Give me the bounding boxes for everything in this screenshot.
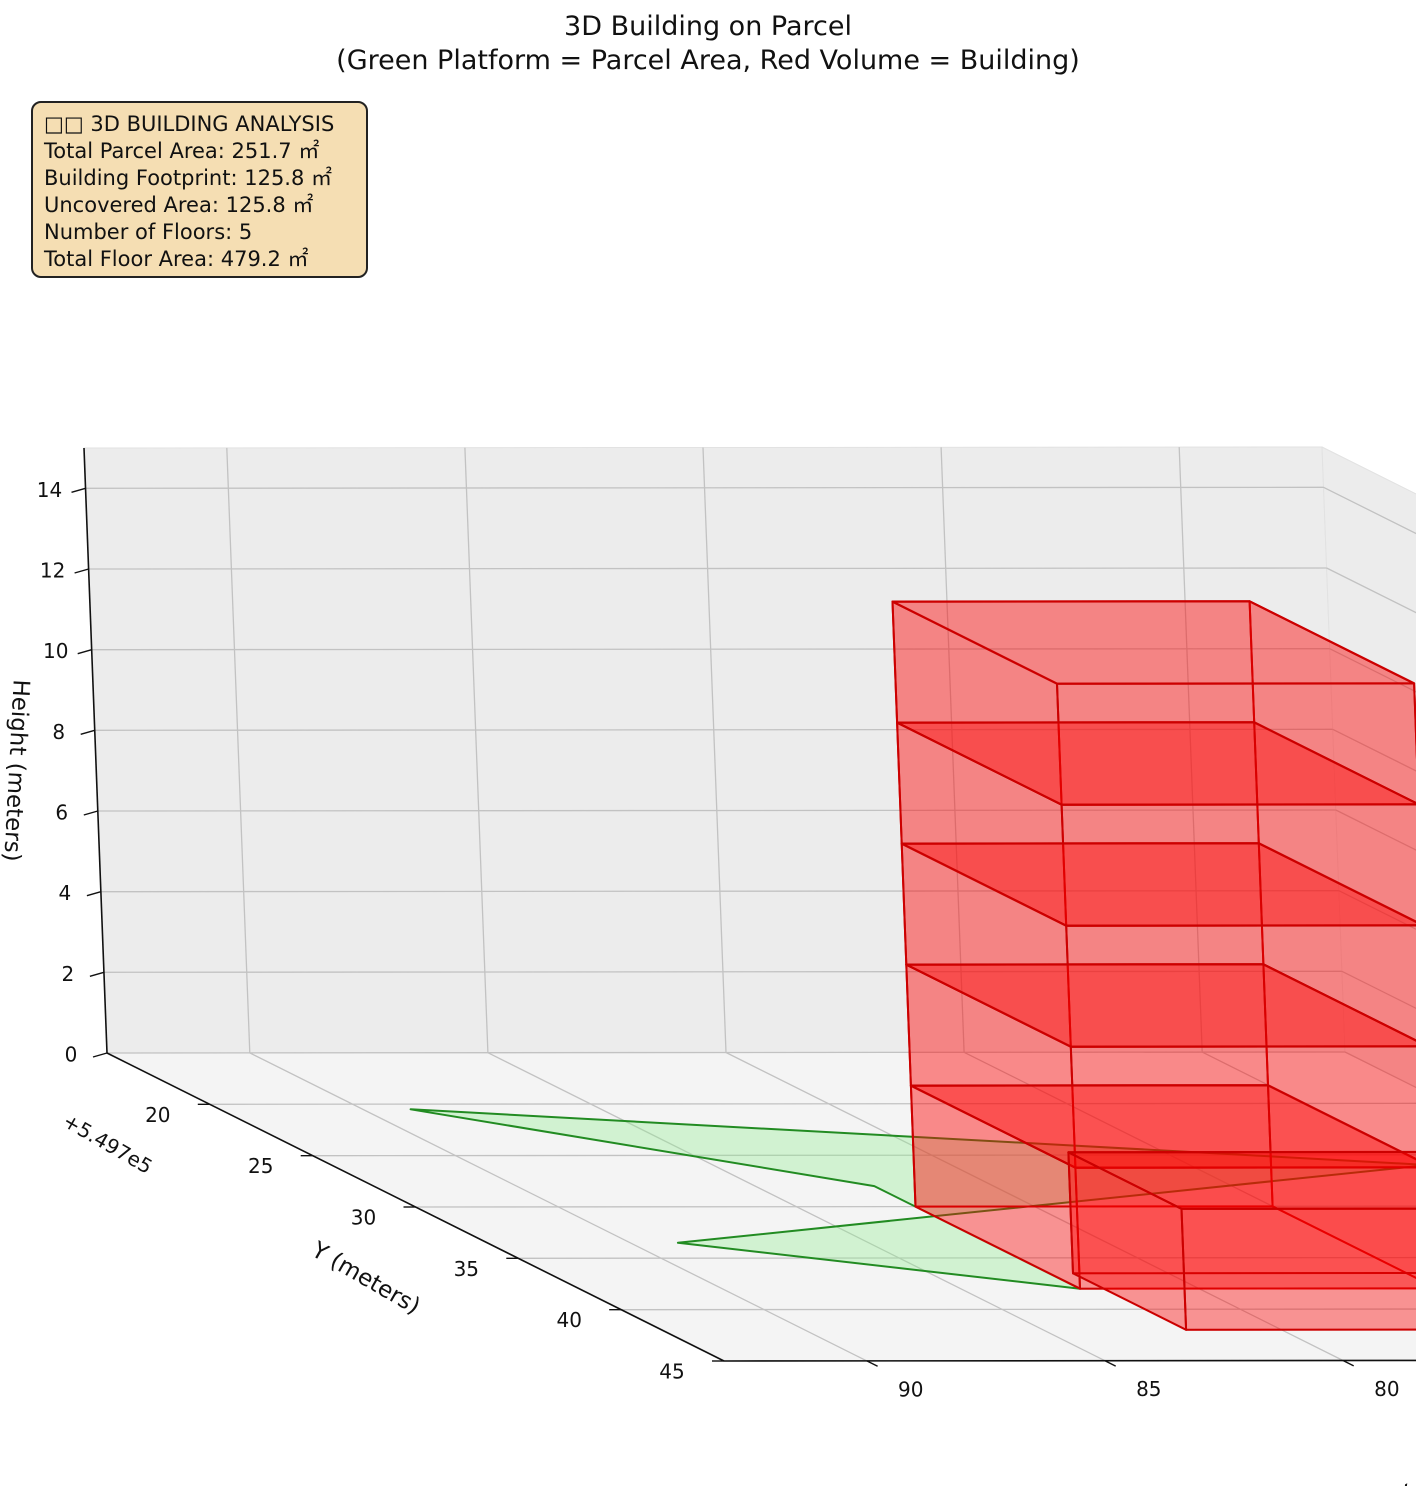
grid-line-y-floor — [312, 1154, 1416, 1157]
prism-top-face — [900, 842, 1416, 927]
z-tick-label: 6 — [55, 801, 68, 825]
info-line-parcel-area: Total Parcel Area: 251.7 ㎡ — [44, 139, 320, 163]
x-axis-line — [723, 1359, 1416, 1362]
prism-side-face — [1180, 1207, 1416, 1331]
z-tick-label: 8 — [52, 720, 65, 744]
y-tick-label: 45 — [659, 1360, 684, 1384]
z-tick-label: 4 — [59, 881, 72, 905]
y-offset-label: +5.497e5 — [59, 1109, 157, 1179]
z-tick-mark — [83, 810, 98, 816]
grid-line-x-wall — [702, 447, 727, 1053]
building-floor-4 — [895, 721, 1416, 927]
grid-line-z-back — [91, 648, 1330, 651]
prism-top-face — [905, 963, 1416, 1048]
x-tick-label: 85 — [1136, 1377, 1161, 1401]
x-tick-label: 90 — [898, 1377, 923, 1401]
z-tick-label: 2 — [62, 962, 75, 986]
info-box: □□ 3D BUILDING ANALYSIS Total Parcel Are… — [31, 101, 368, 278]
grid-line-y-floor — [209, 1102, 1416, 1105]
z-tick-mark — [80, 729, 95, 735]
z-axis-label: Height (meters) — [0, 679, 34, 863]
building-floor-3 — [900, 842, 1416, 1048]
subtitle-line: (Green Platform = Parcel Area, Red Volum… — [336, 45, 1080, 76]
info-line-floor-area: Total Floor Area: 479.2 ㎡ — [44, 247, 309, 271]
z-tick-mark — [71, 487, 86, 493]
grid-line-x-wall — [226, 447, 251, 1053]
title-line: 3D Building on Parcel — [564, 11, 852, 42]
building-floor-2 — [905, 963, 1416, 1169]
grid-line-z-back — [106, 1051, 1346, 1054]
grid-line-z-back — [100, 890, 1339, 893]
grid-line-x-wall — [464, 447, 489, 1053]
info-line-uncovered: Uncovered Area: 125.8 ㎡ — [44, 193, 314, 217]
y-tick-label: 20 — [145, 1103, 170, 1127]
z-tick-mark — [74, 568, 89, 574]
y-tick-label: 35 — [454, 1257, 479, 1281]
grid-line-z-back — [88, 567, 1327, 570]
grid-line-y-floor — [518, 1256, 1416, 1259]
grid-line-z-back — [85, 486, 1324, 489]
prism-top-face — [895, 721, 1416, 806]
z-axis-line — [83, 447, 108, 1054]
z-tick-label: 0 — [65, 1043, 78, 1067]
y-tick-label: 40 — [556, 1308, 581, 1332]
parcel-polygon — [409, 1108, 1416, 1290]
building-floor-1 — [909, 1084, 1416, 1290]
grid-line-z-back — [103, 970, 1342, 973]
annex-floor-1 — [1067, 1150, 1416, 1331]
building-floor-5 — [891, 600, 1416, 806]
z-tick-mark — [86, 890, 102, 897]
prism-top-face — [1067, 1150, 1416, 1210]
x-tick-mark — [866, 1360, 878, 1367]
grid-line-x-wall — [1178, 447, 1203, 1053]
info-line-footprint: Building Footprint: 125.8 ㎡ — [44, 166, 333, 190]
y-tick-label: 30 — [351, 1206, 376, 1230]
z-tick-mark — [77, 648, 92, 655]
prism-top-face — [909, 1084, 1416, 1169]
grid-line-z-back — [97, 809, 1336, 812]
x-axis-label: X (meters) — [1393, 1430, 1416, 1486]
z-tick-label: 12 — [40, 559, 65, 583]
grid-line-y-floor — [621, 1308, 1416, 1311]
x-tick-label: 80 — [1374, 1377, 1399, 1401]
y-tick-label: 25 — [248, 1154, 273, 1178]
z-tick-label: 14 — [37, 478, 62, 502]
grid-line-z-back — [94, 728, 1333, 731]
x-tick-mark — [1342, 1359, 1355, 1367]
x-tick-mark — [1104, 1360, 1117, 1367]
z-tick-mark — [92, 1052, 108, 1058]
info-heading: □□ 3D BUILDING ANALYSIS — [44, 112, 335, 136]
z-tick-mark — [89, 971, 105, 977]
grid-lines — [85, 447, 1416, 1362]
y-axis-label: Y (meters) — [306, 1237, 424, 1320]
prism-top-face — [891, 600, 1416, 685]
chart-title: 3D Building on Parcel (Green Platform = … — [0, 10, 1416, 78]
info-line-floors: Number of Floors: 5 — [44, 220, 253, 244]
parcel-platform — [409, 1108, 1416, 1290]
building-volume — [891, 600, 1416, 1331]
z-tick-label: 10 — [43, 639, 68, 663]
